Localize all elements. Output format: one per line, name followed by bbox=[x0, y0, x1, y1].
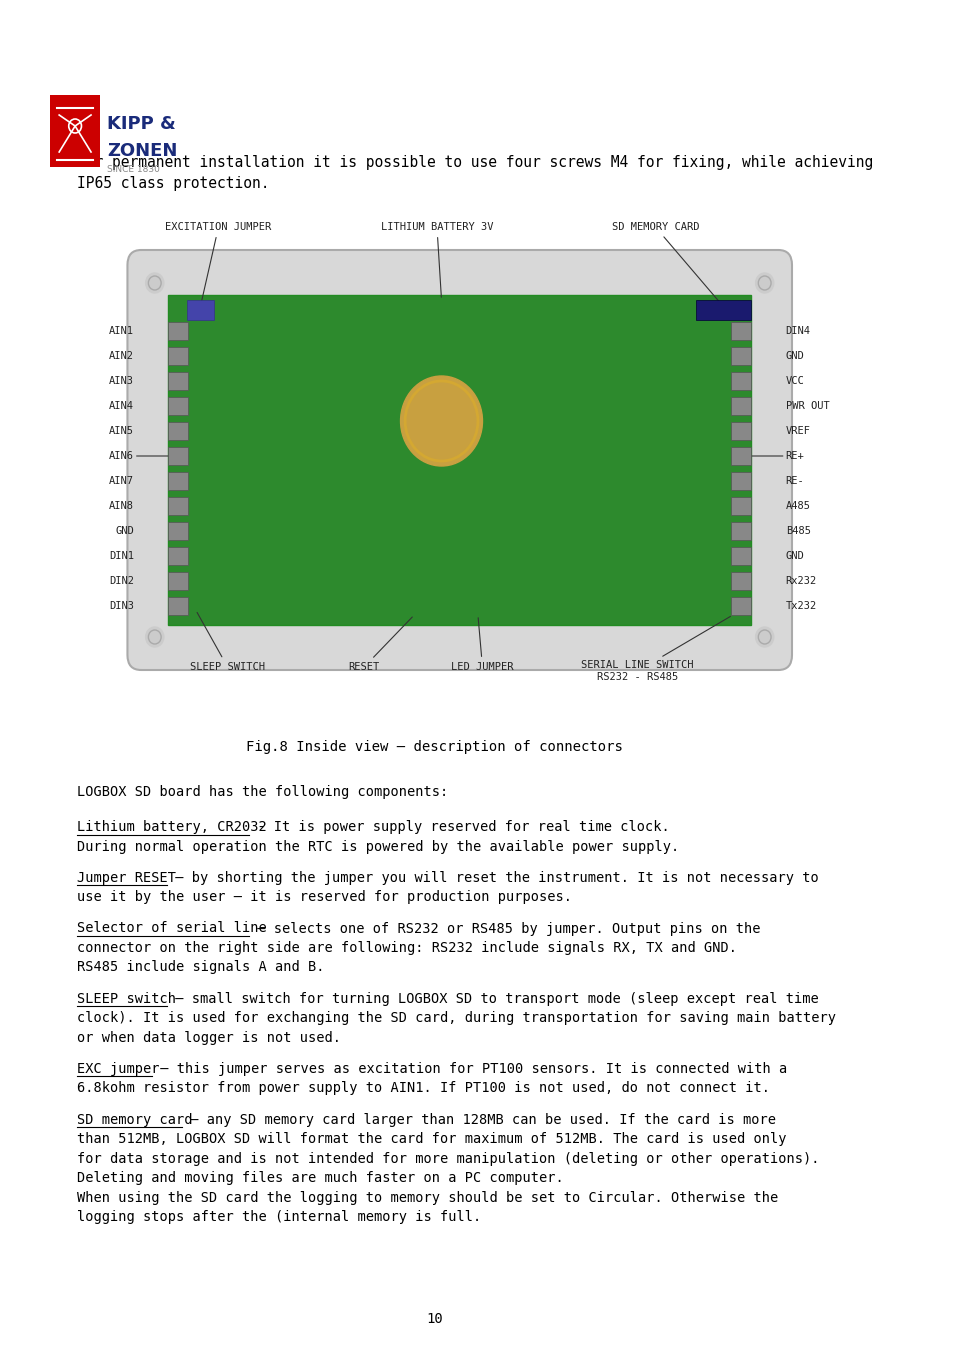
Text: ZONEN: ZONEN bbox=[108, 142, 177, 159]
Text: GND: GND bbox=[115, 526, 133, 536]
Text: SD memory card: SD memory card bbox=[77, 1113, 193, 1127]
Bar bbox=[187, 300, 213, 320]
Text: Lithium battery, CR2032: Lithium battery, CR2032 bbox=[77, 820, 267, 834]
Text: LITHIUM BATTERY 3V: LITHIUM BATTERY 3V bbox=[380, 222, 493, 297]
Bar bbox=[169, 571, 189, 590]
Text: SINCE 1830: SINCE 1830 bbox=[108, 165, 160, 174]
Text: Fig.8 Inside view – description of connectors: Fig.8 Inside view – description of conne… bbox=[246, 740, 622, 754]
Text: logging stops after the (internal memory is full.: logging stops after the (internal memory… bbox=[77, 1210, 481, 1224]
Text: EXCITATION JUMPER: EXCITATION JUMPER bbox=[165, 222, 272, 304]
Text: PWR OUT: PWR OUT bbox=[785, 401, 828, 411]
Bar bbox=[730, 397, 750, 415]
Text: DIN4: DIN4 bbox=[785, 326, 810, 336]
Bar bbox=[730, 422, 750, 440]
Circle shape bbox=[400, 376, 482, 466]
Bar bbox=[730, 447, 750, 465]
Bar bbox=[169, 347, 189, 365]
Text: AIN7: AIN7 bbox=[109, 476, 133, 486]
Text: AIN1: AIN1 bbox=[109, 326, 133, 336]
Text: AIN5: AIN5 bbox=[109, 426, 133, 436]
Text: clock). It is used for exchanging the SD card, during transportation for saving : clock). It is used for exchanging the SD… bbox=[77, 1011, 836, 1025]
Text: than 512MB, LOGBOX SD will format the card for maximum of 512MB. The card is use: than 512MB, LOGBOX SD will format the ca… bbox=[77, 1132, 786, 1146]
Text: RESET: RESET bbox=[348, 617, 412, 671]
Bar bbox=[169, 372, 189, 390]
Bar bbox=[730, 471, 750, 490]
Text: B485: B485 bbox=[785, 526, 810, 536]
Text: - It is power supply reserved for real time clock.: - It is power supply reserved for real t… bbox=[249, 820, 669, 834]
Bar bbox=[169, 471, 189, 490]
Text: or when data logger is not used.: or when data logger is not used. bbox=[77, 1031, 341, 1044]
Text: GND: GND bbox=[785, 351, 803, 361]
Text: Tx232: Tx232 bbox=[785, 601, 816, 611]
Text: AIN6: AIN6 bbox=[109, 451, 133, 461]
Text: For permanent installation it is possible to use four screws M4 for fixing, whil: For permanent installation it is possibl… bbox=[77, 155, 873, 190]
Circle shape bbox=[146, 627, 164, 647]
Bar bbox=[696, 300, 750, 320]
Text: VREF: VREF bbox=[785, 426, 810, 436]
Text: – any SD memory card larger than 128MB can be used. If the card is more: – any SD memory card larger than 128MB c… bbox=[181, 1113, 775, 1127]
FancyBboxPatch shape bbox=[50, 95, 100, 168]
Text: Deleting and moving files are much faster on a PC computer.: Deleting and moving files are much faste… bbox=[77, 1171, 563, 1185]
Bar bbox=[169, 322, 189, 340]
Bar bbox=[730, 347, 750, 365]
Text: AIN4: AIN4 bbox=[109, 401, 133, 411]
Bar bbox=[169, 422, 189, 440]
Text: – selects one of RS232 or RS485 by jumper. Output pins on the: – selects one of RS232 or RS485 by jumpe… bbox=[249, 921, 760, 935]
Text: – by shorting the jumper you will reset the instrument. It is not necessary to: – by shorting the jumper you will reset … bbox=[167, 871, 818, 885]
Text: KIPP &: KIPP & bbox=[108, 115, 176, 132]
Text: RS485 include signals A and B.: RS485 include signals A and B. bbox=[77, 961, 325, 974]
Bar bbox=[730, 372, 750, 390]
Circle shape bbox=[755, 273, 773, 293]
Text: LED JUMPER: LED JUMPER bbox=[451, 617, 514, 671]
Bar bbox=[169, 547, 189, 565]
Text: SLEEP SWITCH: SLEEP SWITCH bbox=[190, 612, 265, 671]
Text: AIN8: AIN8 bbox=[109, 501, 133, 511]
Text: RE-: RE- bbox=[785, 476, 803, 486]
Text: – this jumper serves as excitation for PT100 sensors. It is connected with a: – this jumper serves as excitation for P… bbox=[152, 1062, 786, 1075]
Bar bbox=[730, 521, 750, 540]
Text: DIN3: DIN3 bbox=[109, 601, 133, 611]
Bar bbox=[730, 571, 750, 590]
Text: use it by the user – it is reserved for production purposes.: use it by the user – it is reserved for … bbox=[77, 890, 572, 904]
Bar bbox=[169, 397, 189, 415]
Text: VCC: VCC bbox=[785, 376, 803, 386]
Text: Rx232: Rx232 bbox=[785, 576, 816, 586]
Text: – small switch for turning LOGBOX SD to transport mode (sleep except real time: – small switch for turning LOGBOX SD to … bbox=[167, 992, 818, 1005]
Text: for data storage and is not intended for more manipulation (deleting or other op: for data storage and is not intended for… bbox=[77, 1151, 819, 1166]
Bar bbox=[730, 597, 750, 615]
Bar bbox=[730, 547, 750, 565]
Bar bbox=[730, 497, 750, 515]
Bar bbox=[169, 497, 189, 515]
Text: A485: A485 bbox=[785, 501, 810, 511]
Bar bbox=[169, 295, 750, 626]
Text: LOGBOX SD board has the following components:: LOGBOX SD board has the following compon… bbox=[77, 785, 448, 798]
Text: AIN3: AIN3 bbox=[109, 376, 133, 386]
Text: 6.8kohm resistor from power supply to AIN1. If PT100 is not used, do not connect: 6.8kohm resistor from power supply to AI… bbox=[77, 1081, 770, 1096]
Bar bbox=[169, 521, 189, 540]
Text: GND: GND bbox=[785, 551, 803, 561]
Text: SLEEP switch: SLEEP switch bbox=[77, 992, 176, 1005]
Circle shape bbox=[146, 273, 164, 293]
Text: During normal operation the RTC is powered by the available power supply.: During normal operation the RTC is power… bbox=[77, 839, 679, 854]
Text: EXC jumper: EXC jumper bbox=[77, 1062, 160, 1075]
Text: SERIAL LINE SWITCH
RS232 - RS485: SERIAL LINE SWITCH RS232 - RS485 bbox=[580, 616, 730, 682]
Text: 10: 10 bbox=[425, 1312, 442, 1325]
Bar bbox=[169, 597, 189, 615]
Text: RE+: RE+ bbox=[785, 451, 803, 461]
Circle shape bbox=[755, 627, 773, 647]
Text: Jumper RESET: Jumper RESET bbox=[77, 871, 176, 885]
Text: AIN2: AIN2 bbox=[109, 351, 133, 361]
Text: When using the SD card the logging to memory should be set to Circular. Otherwis: When using the SD card the logging to me… bbox=[77, 1190, 778, 1205]
Bar bbox=[730, 322, 750, 340]
Text: SD MEMORY CARD: SD MEMORY CARD bbox=[611, 222, 721, 305]
FancyBboxPatch shape bbox=[128, 250, 791, 670]
Text: DIN2: DIN2 bbox=[109, 576, 133, 586]
Text: connector on the right side are following: RS232 include signals RX, TX and GND.: connector on the right side are followin… bbox=[77, 942, 737, 955]
Bar bbox=[169, 447, 189, 465]
Text: Selector of serial line: Selector of serial line bbox=[77, 921, 267, 935]
Text: DIN1: DIN1 bbox=[109, 551, 133, 561]
